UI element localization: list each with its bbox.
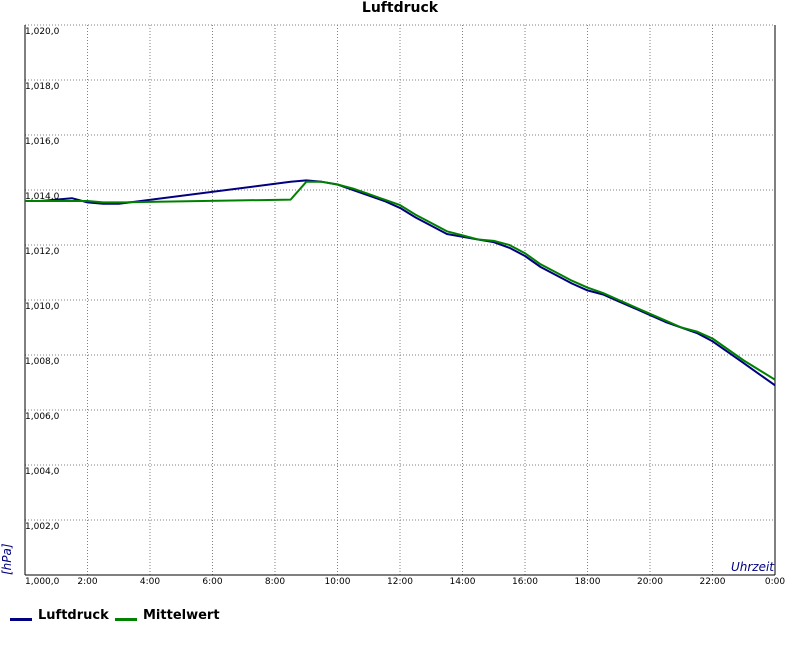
x-tick-label: 16:00 [512,577,538,587]
legend-swatch-luftdruck [10,618,32,621]
legend-item-luftdruck: Luftdruck [10,608,109,623]
y-tick-label: 1,012,0 [25,247,60,257]
grid-lines [25,24,775,575]
legend-label-mittelwert: Mittelwert [143,608,220,623]
series-lines [25,179,776,387]
axes [24,25,776,576]
y-tick-label: 1,004,0 [25,467,60,477]
x-tick-label: 10:00 [325,577,351,587]
y-tick-label: 1,010,0 [25,302,60,312]
series-line-mittelwert [25,180,776,381]
x-tick-label: 0:00 [765,577,785,587]
y-tick-labels: 1,000,0 1,002,0 1,004,0 1,006,0 1,008,0 1,010… [25,27,60,587]
x-axis-label: Uhrzeit [731,560,775,574]
x-tick-label: 4:00 [140,577,160,587]
x-tick-label: 20:00 [637,577,663,587]
y-tick-label: 1,014,0 [25,192,60,202]
x-tick-label: 22:00 [700,577,726,587]
x-tick-label: 6:00 [202,577,222,587]
chart-title: Luftdruck [361,0,439,16]
x-tick-label: 8:00 [265,577,285,587]
y-tick-label: 1,006,0 [25,412,60,422]
y-tick-label: 1,016,0 [25,137,60,147]
y-tick-label: 1,018,0 [25,82,60,92]
x-tick-label: 18:00 [575,577,601,587]
y-axis-label: [hPa] [0,543,14,575]
y-tick-label: 1,002,0 [25,522,60,532]
x-tick-label: 2:00 [77,577,97,587]
y-tick-label: 1,020,0 [25,27,60,37]
x-tick-label: 12:00 [387,577,413,587]
x-tick-labels: 2:00 4:00 6:00 8:00 10:00 12:00 14:00 16:00 18:0… [77,577,785,587]
legend-label-luftdruck: Luftdruck [38,608,109,623]
legend-item-mittelwert: Mittelwert [115,608,220,623]
y-tick-label: 1,008,0 [25,357,60,367]
x-tick-label: 14:00 [450,577,476,587]
y-tick-label: 1,000,0 [25,577,60,587]
legend-swatch-mittelwert [115,618,137,621]
